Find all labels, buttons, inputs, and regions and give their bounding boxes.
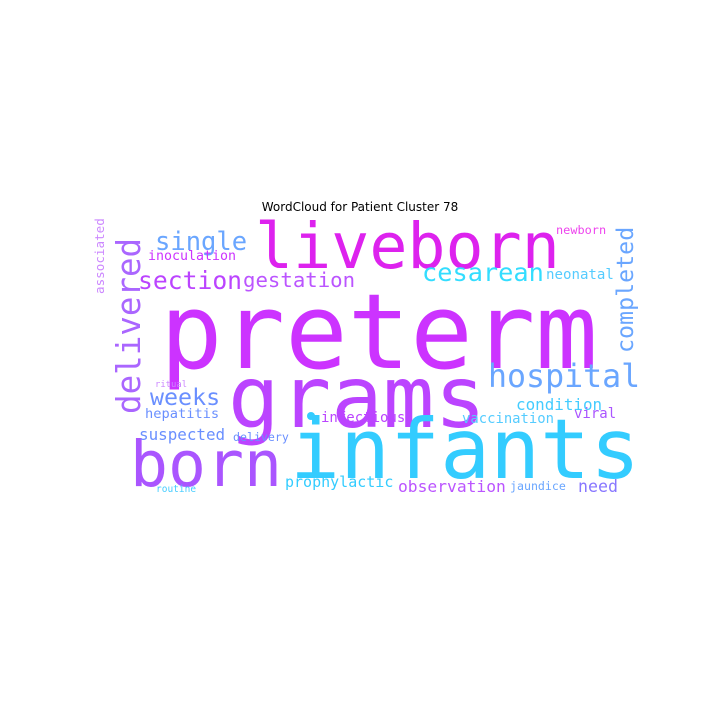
word-hepatitis: hepatitis xyxy=(145,406,219,422)
word-routine: routine xyxy=(156,484,196,495)
word-condition: condition xyxy=(516,395,602,414)
word-neonatal: neonatal xyxy=(546,267,614,283)
word-section: section xyxy=(138,266,242,295)
word-infants: infants xyxy=(290,401,640,498)
word-jaundice: jaundice xyxy=(510,479,566,493)
word-gestation: gestation xyxy=(243,268,355,292)
chart-title: WordCloud for Patient Cluster 78 xyxy=(261,200,459,214)
word-need: need xyxy=(578,477,618,496)
word-weeks: weeks xyxy=(150,384,220,411)
word-ritual: ritual xyxy=(155,380,187,390)
word-delivery: delivery xyxy=(233,430,289,444)
word-observation: observation xyxy=(398,477,506,496)
dot-mark xyxy=(307,412,315,420)
word-preterm: preterm xyxy=(160,272,598,393)
word-born: born xyxy=(130,427,282,501)
word-liveborn: liveborn xyxy=(255,209,560,283)
word-completed: completed xyxy=(612,227,639,353)
word-prophylactic: prophylactic xyxy=(285,473,393,491)
word-inoculation: inoculation xyxy=(148,249,236,264)
word-cesarean: cesarean xyxy=(422,258,544,287)
word-viral: viral xyxy=(574,406,616,422)
word-single: single xyxy=(155,227,247,257)
word-newborn: newborn xyxy=(556,223,606,237)
word-delivered: delivered xyxy=(110,238,148,414)
word-hospital: hospital xyxy=(488,359,640,395)
word-suspected: suspected xyxy=(139,425,225,444)
word-associated: associated xyxy=(92,218,107,294)
word-grams: grams xyxy=(228,348,486,448)
word-infectious: infectious xyxy=(321,410,405,426)
word-vaccination: vaccination xyxy=(462,411,554,427)
